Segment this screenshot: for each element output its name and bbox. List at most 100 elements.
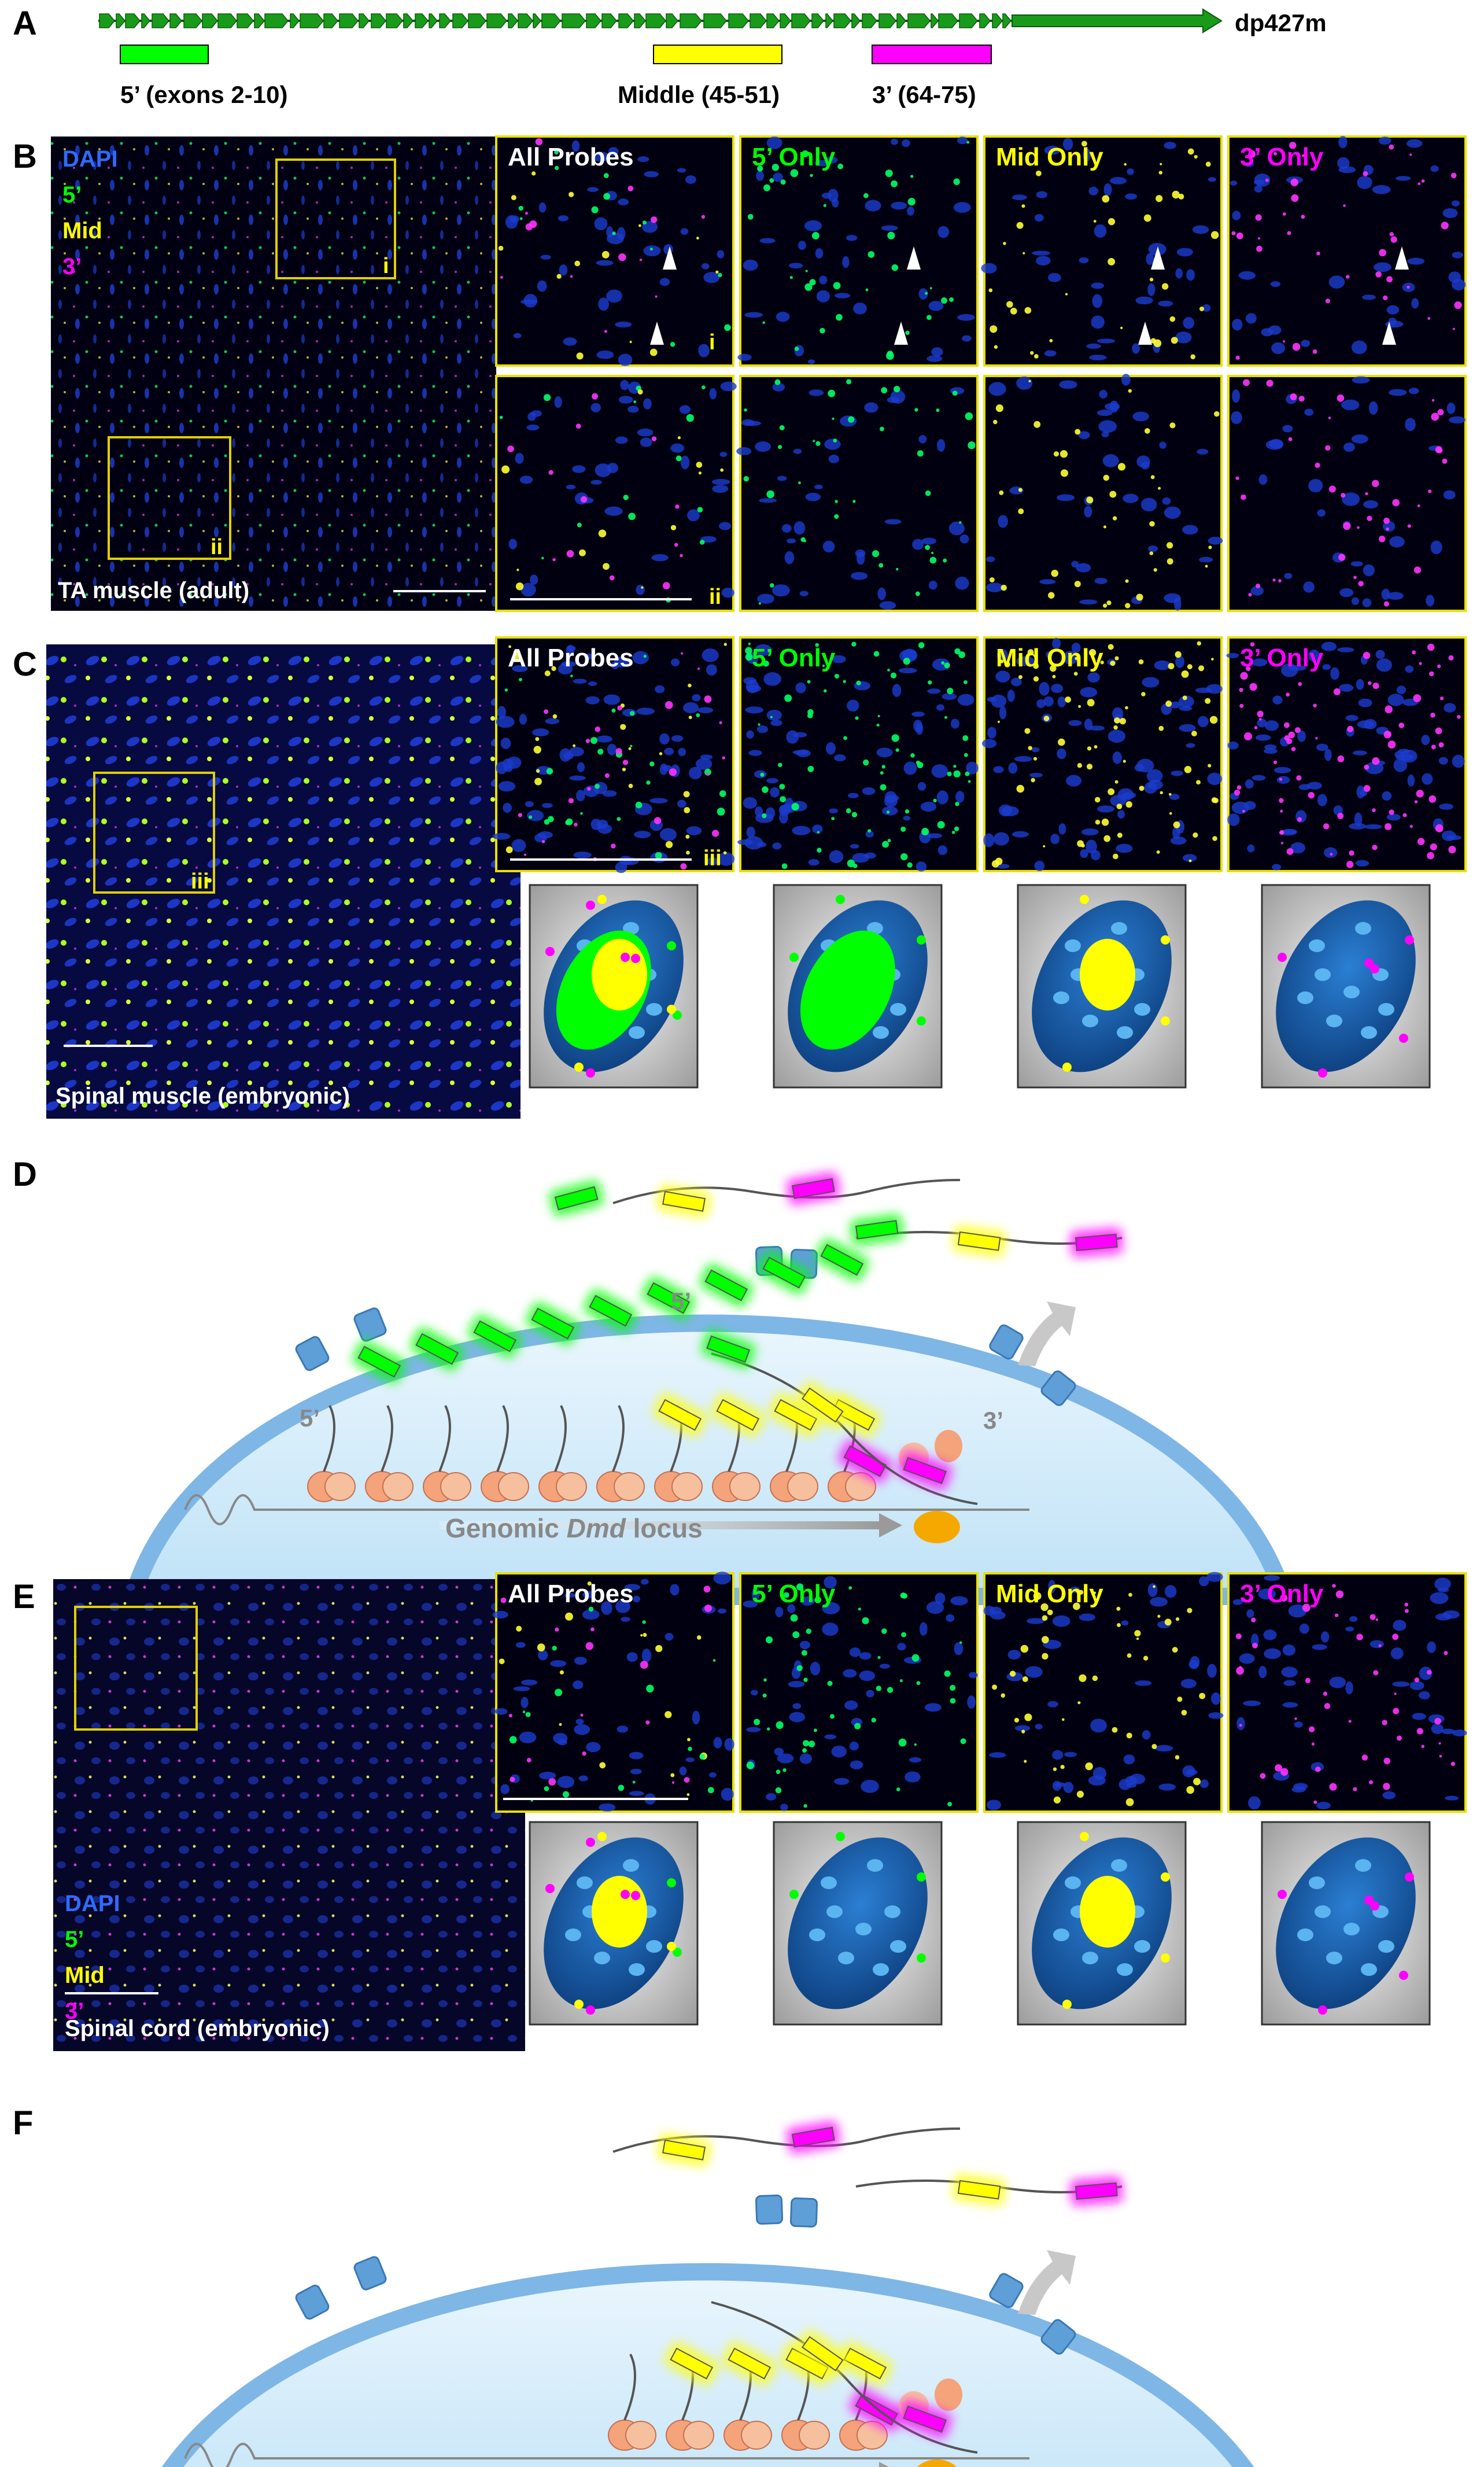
- nucleus-stain: [596, 260, 614, 266]
- probe-spot: [1205, 565, 1208, 568]
- exon-arrow: [938, 13, 958, 28]
- transcript-label: dp427m: [1235, 9, 1327, 36]
- probe-spot: [955, 802, 959, 806]
- probe-spot: [1108, 788, 1115, 795]
- legend-dapi: DAPI: [62, 146, 118, 172]
- nucleus-stain: [890, 390, 906, 404]
- nucleus-stain: [799, 591, 809, 596]
- nucleus-stain: [1164, 142, 1176, 149]
- probe-spot: [637, 389, 643, 395]
- probe-spot: [1186, 1786, 1194, 1794]
- nucleus-stain: [559, 748, 571, 762]
- nucleus-stain: [571, 140, 580, 152]
- probe-spot: [1334, 1613, 1339, 1617]
- nucleus-stain: [789, 263, 803, 269]
- exon-arrow: [468, 13, 486, 28]
- nucleus-stain: [937, 226, 950, 238]
- tissue-label-spinal-cord: Spinal cord (embryonic): [65, 2016, 330, 2041]
- nucleus-stain: [1389, 536, 1405, 548]
- probe-dot: [1278, 1890, 1287, 1899]
- exon-arrow: [728, 13, 749, 28]
- nucleus-stain: [578, 1775, 588, 1782]
- nucleus-stain: [1252, 775, 1266, 781]
- probe-spot: [1315, 736, 1318, 740]
- nucleus-stain: [494, 1708, 508, 1715]
- nucleus-stain: [866, 1690, 874, 1698]
- nucleus-stain: [1051, 684, 1064, 694]
- probe-spot: [499, 1658, 505, 1665]
- probe-spot: [1116, 803, 1123, 810]
- nucleus-stain: [884, 519, 902, 525]
- nucleus-stain: [1172, 827, 1180, 839]
- probe-spot: [687, 1738, 691, 1742]
- probe-spot: [910, 175, 914, 178]
- probe-spot: [566, 818, 573, 825]
- probe-spot: [1153, 1585, 1156, 1588]
- nucleus-stain: [959, 534, 969, 544]
- probe-spot: [1280, 842, 1284, 845]
- probe-spot: [595, 726, 601, 732]
- exon-arrow: [116, 13, 125, 28]
- nucleus-stain: [1282, 425, 1293, 433]
- cell-schematic-5-only: [773, 1821, 943, 2026]
- probe-spot: [649, 248, 653, 251]
- nucleus-stain: [1245, 161, 1254, 167]
- probe-spot: [686, 850, 690, 855]
- nucleus-stain: [1396, 754, 1414, 761]
- probe-bar: [843, 2347, 887, 2380]
- probe-spot: [597, 748, 604, 755]
- probe-spot: [1161, 283, 1169, 290]
- tile-3-only: [1226, 636, 1467, 872]
- probe-spot: [771, 164, 780, 171]
- probe-spot: [1033, 354, 1039, 359]
- nucleus-stain: [771, 584, 790, 597]
- probe-spot: [681, 652, 684, 655]
- rna-polymerase: [787, 1472, 818, 1501]
- probe-dot: [586, 2005, 595, 2015]
- nucleus-stain: [664, 747, 674, 755]
- nucleus-stain: [1421, 735, 1430, 746]
- nucleus-stain: [1078, 431, 1090, 440]
- probe-spot: [1298, 682, 1302, 687]
- probe-spot: [617, 817, 621, 821]
- probe-spot: [944, 1670, 951, 1677]
- nucleus-stain: [1199, 556, 1213, 563]
- nucleus-stain: [999, 706, 1007, 720]
- nucleus-stain: [1250, 585, 1264, 596]
- probe-spot: [887, 351, 894, 357]
- nucleus-stain: [746, 1727, 761, 1732]
- nucleus-stain: [1406, 139, 1423, 148]
- probe-spot: [671, 1781, 675, 1784]
- probe-label-3: 3’ (64-75): [872, 81, 976, 108]
- nucleus-stain: [1086, 839, 1097, 854]
- tile-frame: [1227, 636, 1467, 872]
- probe-spot: [1081, 843, 1085, 848]
- probe-spot: [1078, 658, 1081, 661]
- probe-spot: [1337, 813, 1344, 820]
- probe-spot: [743, 476, 750, 482]
- nucleus-stain: [946, 1614, 955, 1622]
- nucleus-stain: [644, 171, 659, 178]
- probe-spot: [1125, 706, 1128, 710]
- transcription-diagram-truncated: [161, 2120, 1254, 2467]
- nucleus-stain: [766, 136, 782, 149]
- column-title: 5’ Only: [752, 143, 836, 171]
- probe-spot: [1001, 1693, 1006, 1698]
- nucleus-stain: [810, 1661, 821, 1676]
- nucleus-stain: [918, 288, 928, 300]
- nucleus-stain: [966, 761, 979, 775]
- probe-spot: [783, 1592, 789, 1598]
- probe-spot: [931, 551, 934, 554]
- nucleus-stain: [1245, 313, 1257, 324]
- exon-arrow: [586, 13, 601, 28]
- probe-spot: [665, 701, 673, 709]
- exon-arrow: [833, 13, 851, 28]
- panel-f: F: [13, 2104, 1254, 2467]
- probe-spot: [947, 1802, 953, 1806]
- probe-spot: [1282, 212, 1286, 216]
- probe-spot: [1291, 194, 1299, 202]
- probe-spot: [843, 736, 848, 740]
- nucleus-stain: [1355, 860, 1369, 867]
- probe-spot: [1187, 1607, 1193, 1613]
- probe-spot: [541, 556, 544, 560]
